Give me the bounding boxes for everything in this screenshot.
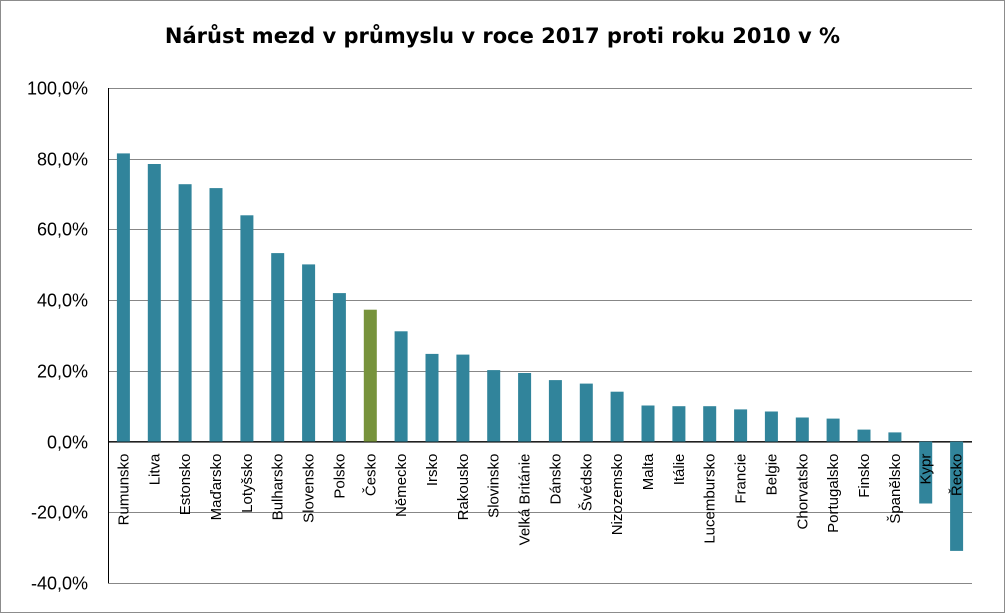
x-tick-label: Belgie	[763, 454, 780, 496]
y-tick-label: 20,0%	[37, 362, 88, 382]
y-tick-label: 80,0%	[37, 150, 88, 170]
x-tick-label: Španělsko	[887, 454, 904, 524]
bar	[425, 353, 439, 442]
bar	[703, 406, 717, 442]
bar	[147, 164, 161, 442]
x-tick-label: Lucembursko	[702, 454, 719, 544]
x-tick-label: Dánsko	[547, 454, 564, 505]
x-tick-label: Polsko	[331, 454, 348, 499]
x-tick-label: Francie	[733, 454, 750, 504]
x-tick-label: Lotyšsko	[239, 454, 256, 513]
bar	[764, 411, 778, 442]
bar	[363, 309, 377, 442]
bar	[641, 405, 655, 442]
x-tick-label: Finsko	[856, 454, 873, 498]
x-tick-label: Slovinsko	[486, 454, 503, 518]
bar	[518, 373, 532, 442]
x-tick-label: Portugalsko	[825, 454, 842, 533]
x-tick-label: Rumunsko	[115, 454, 132, 526]
x-tick-label: Rakousko	[455, 454, 472, 521]
bar	[178, 184, 192, 442]
x-tick-label: Česko	[362, 454, 379, 497]
y-tick-label: 60,0%	[37, 220, 88, 240]
x-tick-label: Velká Británie	[517, 454, 534, 546]
bar	[579, 383, 593, 442]
x-tick-label: Nizozemsko	[609, 454, 626, 536]
y-tick-label: 0,0%	[47, 433, 88, 453]
y-tick-label: 100,0%	[27, 79, 88, 99]
bar	[888, 432, 902, 442]
bar	[456, 354, 470, 442]
bar	[240, 215, 254, 442]
x-tick-label: Irsko	[424, 454, 441, 487]
chart-title: Nárůst mezd v průmyslu v roce 2017 proti…	[164, 24, 841, 48]
x-tick-label: Bulharsko	[270, 454, 287, 521]
bar	[548, 380, 562, 442]
bar	[332, 293, 346, 442]
x-tick-label: Maďarsko	[208, 454, 225, 521]
bar	[919, 441, 933, 504]
x-tick-label: Kypr	[918, 454, 935, 485]
bar	[857, 429, 871, 442]
y-tick-label: 40,0%	[37, 291, 88, 311]
x-tick-label: Německo	[393, 454, 410, 517]
x-tick-label: Litva	[146, 453, 163, 485]
x-tick-label: Slovensko	[301, 454, 318, 523]
x-tick-label: Chorvatsko	[794, 454, 811, 530]
y-tick-label: -20,0%	[31, 503, 88, 523]
x-tick-label: Malta	[640, 453, 657, 490]
x-tick-label: Estonsko	[177, 454, 194, 516]
bar	[394, 331, 408, 442]
x-tick-label: Řecko	[949, 454, 966, 497]
y-tick-label: -40,0%	[31, 574, 88, 594]
bar	[672, 406, 686, 442]
bar	[734, 409, 748, 442]
bar	[950, 441, 964, 551]
bar	[116, 153, 130, 442]
bar	[795, 417, 809, 442]
bar	[271, 253, 285, 442]
x-tick-label: Švédsko	[578, 454, 595, 512]
bar	[826, 418, 840, 442]
bar	[302, 264, 316, 442]
bar	[487, 370, 501, 442]
x-tick-label: Itálie	[671, 454, 688, 486]
bar	[610, 391, 624, 442]
bar	[209, 188, 223, 442]
